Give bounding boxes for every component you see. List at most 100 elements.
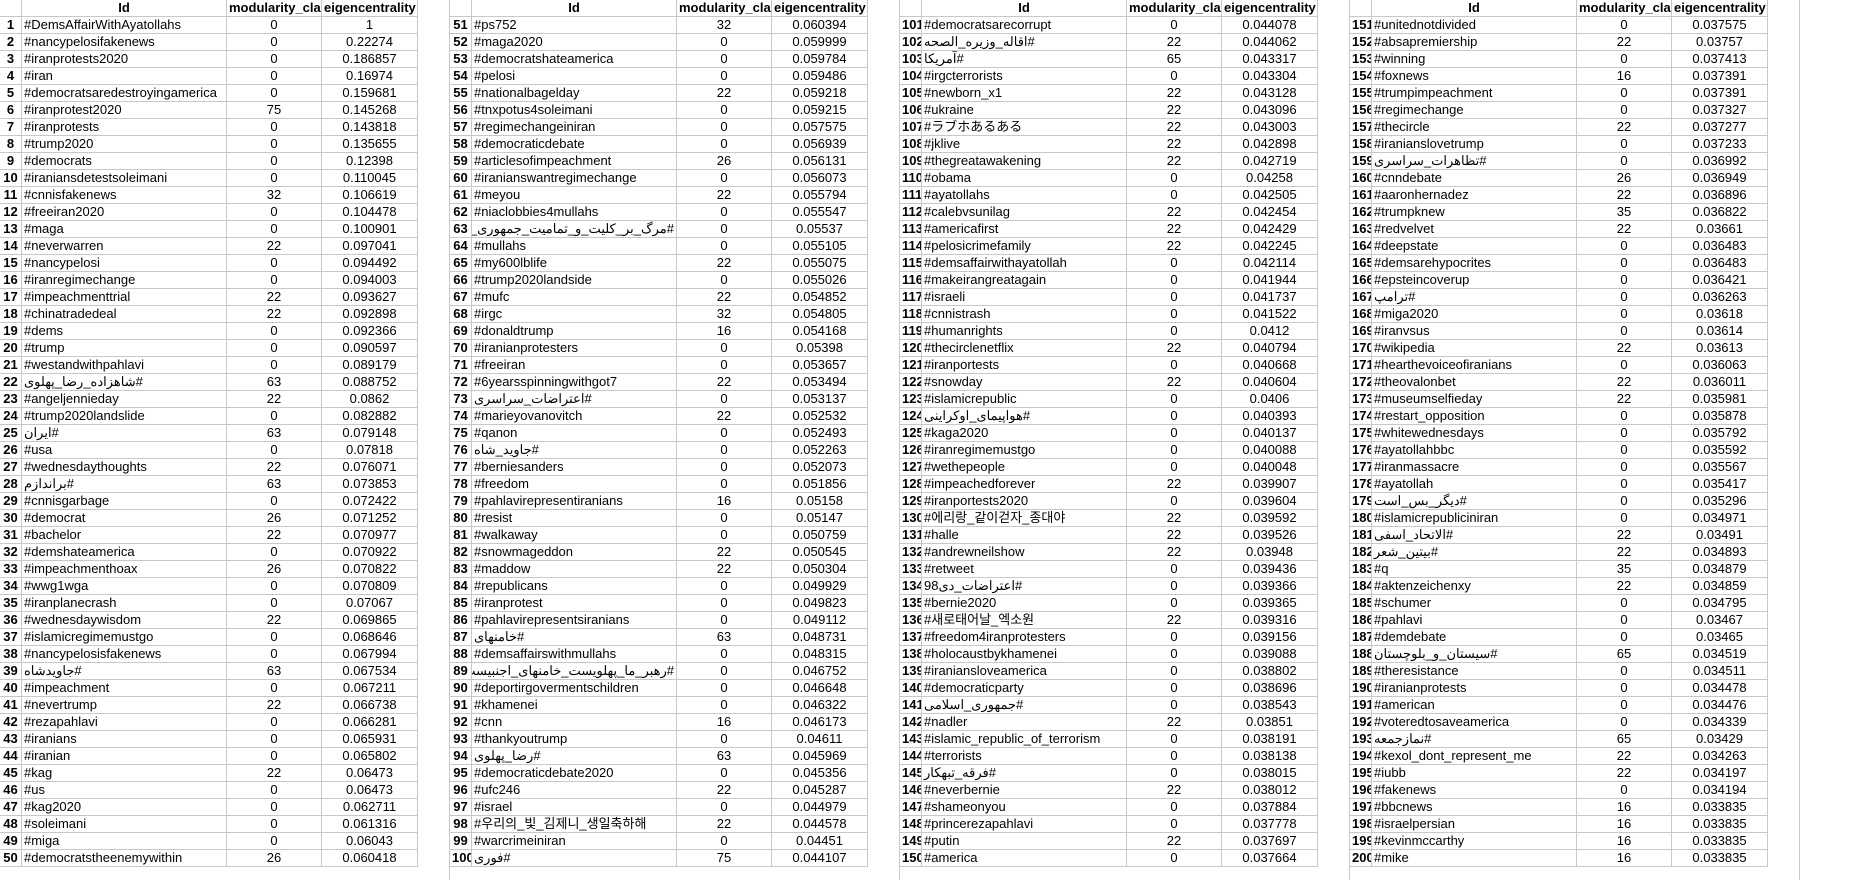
eigencentrality-cell[interactable]: 0.044979 xyxy=(772,799,868,816)
row-number[interactable]: 109 xyxy=(900,153,922,170)
header-num[interactable] xyxy=(1350,0,1372,17)
eigencentrality-cell[interactable]: 0.072422 xyxy=(322,493,418,510)
hashtag-id-cell[interactable]: #obama xyxy=(922,170,1127,187)
modularity-class-cell[interactable]: 0 xyxy=(1127,765,1222,782)
eigencentrality-cell[interactable]: 0.034795 xyxy=(1672,595,1768,612)
hashtag-id-cell[interactable]: #chinatradedeal xyxy=(22,306,227,323)
hashtag-id-cell[interactable]: #khamenei xyxy=(472,697,677,714)
modularity-class-cell[interactable]: 16 xyxy=(1577,68,1672,85)
row-number[interactable]: 21 xyxy=(0,357,22,374)
row-number[interactable]: 122 xyxy=(900,374,922,391)
row-number[interactable]: 182 xyxy=(1350,544,1372,561)
row-number[interactable]: 52 xyxy=(450,34,472,51)
modularity-class-cell[interactable]: 0 xyxy=(677,799,772,816)
eigencentrality-cell[interactable]: 0.051856 xyxy=(772,476,868,493)
row-number[interactable]: 80 xyxy=(450,510,472,527)
modularity-class-cell[interactable]: 0 xyxy=(227,340,322,357)
modularity-class-cell[interactable]: 22 xyxy=(677,374,772,391)
row-number[interactable]: 181 xyxy=(1350,527,1372,544)
modularity-class-cell[interactable]: 22 xyxy=(1127,85,1222,102)
eigencentrality-cell[interactable]: 0.033835 xyxy=(1672,850,1768,867)
modularity-class-cell[interactable]: 22 xyxy=(677,85,772,102)
modularity-class-cell[interactable]: 0 xyxy=(1127,170,1222,187)
eigencentrality-cell[interactable]: 0.05147 xyxy=(772,510,868,527)
modularity-class-cell[interactable]: 16 xyxy=(1577,799,1672,816)
row-number[interactable]: 183 xyxy=(1350,561,1372,578)
hashtag-id-cell[interactable]: #epsteincoverup xyxy=(1372,272,1577,289)
eigencentrality-cell[interactable]: 0.060418 xyxy=(322,850,418,867)
row-number[interactable]: 134 xyxy=(900,578,922,595)
modularity-class-cell[interactable]: 0 xyxy=(677,238,772,255)
modularity-class-cell[interactable]: 0 xyxy=(677,612,772,629)
eigencentrality-cell[interactable]: 0.043317 xyxy=(1222,51,1318,68)
hashtag-id-cell[interactable]: #winning xyxy=(1372,51,1577,68)
row-number[interactable]: 164 xyxy=(1350,238,1372,255)
modularity-class-cell[interactable]: 22 xyxy=(1577,391,1672,408)
modularity-class-cell[interactable]: 0 xyxy=(1127,629,1222,646)
modularity-class-cell[interactable]: 22 xyxy=(1577,527,1672,544)
header-id[interactable]: Id xyxy=(1372,0,1577,17)
row-number[interactable]: 175 xyxy=(1350,425,1372,442)
eigencentrality-cell[interactable]: 0.043128 xyxy=(1222,85,1318,102)
row-number[interactable]: 39 xyxy=(0,663,22,680)
row-number[interactable]: 91 xyxy=(450,697,472,714)
empty-column[interactable] xyxy=(1318,0,1350,880)
hashtag-id-cell[interactable]: #iranians xyxy=(22,731,227,748)
row-number[interactable]: 1 xyxy=(0,17,22,34)
empty-column[interactable] xyxy=(1768,0,1800,880)
eigencentrality-cell[interactable]: 0.065802 xyxy=(322,748,418,765)
modularity-class-cell[interactable]: 22 xyxy=(227,459,322,476)
modularity-class-cell[interactable]: 0 xyxy=(1577,51,1672,68)
row-number[interactable]: 24 xyxy=(0,408,22,425)
modularity-class-cell[interactable]: 0 xyxy=(1577,493,1672,510)
hashtag-id-cell[interactable]: #freedom4iranprotesters xyxy=(922,629,1127,646)
row-number[interactable]: 7 xyxy=(0,119,22,136)
hashtag-id-cell[interactable]: #marieyovanovitch xyxy=(472,408,677,425)
eigencentrality-cell[interactable]: 0.052073 xyxy=(772,459,868,476)
modularity-class-cell[interactable]: 0 xyxy=(677,136,772,153)
row-number[interactable]: 74 xyxy=(450,408,472,425)
eigencentrality-cell[interactable]: 0.04451 xyxy=(772,833,868,850)
hashtag-id-cell[interactable]: #walkaway xyxy=(472,527,677,544)
row-number[interactable]: 156 xyxy=(1350,102,1372,119)
eigencentrality-cell[interactable]: 0.070822 xyxy=(322,561,418,578)
modularity-class-cell[interactable]: 0 xyxy=(1127,459,1222,476)
hashtag-id-cell[interactable]: #jklive xyxy=(922,136,1127,153)
eigencentrality-cell[interactable]: 0.039366 xyxy=(1222,578,1318,595)
eigencentrality-cell[interactable]: 0.07818 xyxy=(322,442,418,459)
modularity-class-cell[interactable]: 0 xyxy=(227,221,322,238)
modularity-class-cell[interactable]: 16 xyxy=(677,714,772,731)
hashtag-id-cell[interactable]: #meyou xyxy=(472,187,677,204)
modularity-class-cell[interactable]: 0 xyxy=(1127,323,1222,340)
eigencentrality-cell[interactable]: 0.055547 xyxy=(772,204,868,221)
eigencentrality-cell[interactable]: 0.041737 xyxy=(1222,289,1318,306)
hashtag-id-cell[interactable]: #iranian xyxy=(22,748,227,765)
row-number[interactable]: 87 xyxy=(450,629,472,646)
eigencentrality-cell[interactable]: 0.037575 xyxy=(1672,17,1768,34)
modularity-class-cell[interactable]: 0 xyxy=(1577,782,1672,799)
row-number[interactable]: 41 xyxy=(0,697,22,714)
hashtag-id-cell[interactable]: #israel xyxy=(472,799,677,816)
hashtag-id-cell[interactable]: #putin xyxy=(922,833,1127,850)
hashtag-id-cell[interactable]: #اعتراضات_سراسری xyxy=(472,391,677,408)
hashtag-id-cell[interactable]: #iranmassacre xyxy=(1372,459,1577,476)
row-number[interactable]: 132 xyxy=(900,544,922,561)
hashtag-id-cell[interactable]: #iubb xyxy=(1372,765,1577,782)
modularity-class-cell[interactable]: 22 xyxy=(1127,340,1222,357)
row-number[interactable]: 40 xyxy=(0,680,22,697)
eigencentrality-cell[interactable]: 0.052532 xyxy=(772,408,868,425)
modularity-class-cell[interactable]: 0 xyxy=(1127,255,1222,272)
header-eigencentrality[interactable]: eigencentrality xyxy=(772,0,868,17)
modularity-class-cell[interactable]: 0 xyxy=(677,697,772,714)
row-number[interactable]: 68 xyxy=(450,306,472,323)
hashtag-id-cell[interactable]: #americafirst xyxy=(922,221,1127,238)
modularity-class-cell[interactable]: 0 xyxy=(1577,714,1672,731)
hashtag-id-cell[interactable]: #iranianprotesters xyxy=(472,340,677,357)
hashtag-id-cell[interactable]: #articlesofimpeachment xyxy=(472,153,677,170)
modularity-class-cell[interactable]: 22 xyxy=(1577,187,1672,204)
modularity-class-cell[interactable]: 63 xyxy=(227,476,322,493)
row-number[interactable]: 5 xyxy=(0,85,22,102)
hashtag-id-cell[interactable]: #dems xyxy=(22,323,227,340)
row-number[interactable]: 37 xyxy=(0,629,22,646)
row-number[interactable]: 163 xyxy=(1350,221,1372,238)
